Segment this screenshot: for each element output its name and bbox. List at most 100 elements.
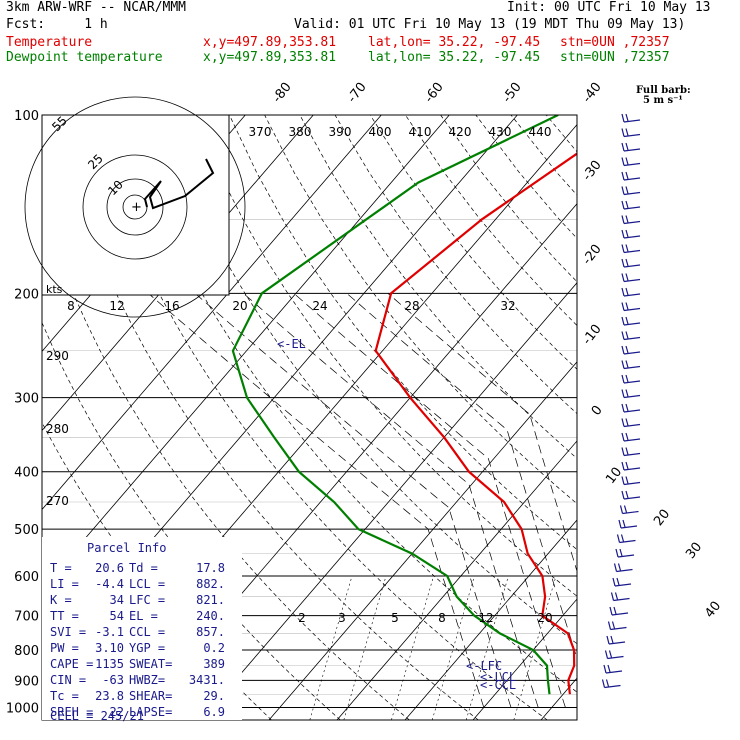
wind-barb-flag [605,679,610,687]
dew-station: stn=0UN ,72357 [560,50,670,65]
parcel-info-cell: SREH = [50,705,93,719]
dry-adiabat [229,115,577,551]
isotherm-label: -40 [580,80,605,106]
dry-adiabat [405,115,577,326]
wind-barb-flag [625,374,629,383]
pressure-tick-label: 900 [14,674,39,689]
theta-label: 400 [369,125,392,139]
barb-legend-line2: 5 m s⁻¹ [643,95,683,106]
parcel-info-title: Parcel Info [87,541,166,555]
mixing-ratio-label: 2 [298,611,306,625]
mixing-ratio-label: 5 [391,611,399,625]
dry-adiabat [510,115,577,196]
wind-barb [623,162,641,167]
parcel-info-cell: CCL = [129,625,165,639]
wind-barb [608,641,626,645]
wind-barb-flag [625,316,629,325]
hodograph-ring [106,178,164,236]
wind-barb-flag [621,186,625,195]
isotherm-label: -30 [580,158,605,184]
parcel-info-cell: 1135 [95,657,124,671]
dry-adiabat [334,115,577,415]
wind-barb-flag [625,331,629,339]
wind-barb-flag [625,244,629,252]
parcel-info-cell: 3431. [189,673,225,687]
wind-barb-flag [621,258,625,268]
theta-label: 410 [409,125,432,139]
isotherm-line [0,115,41,720]
dry-adiabat [123,115,577,693]
parcel-info-cell: SWEAT= [129,657,172,671]
parcel-info-cell: T = [50,561,72,575]
shear-scale-label: 8 [67,299,75,313]
wind-barb-flag [625,345,629,354]
shear-scale-label: 28 [404,299,419,313]
wind-barb-flag [625,418,629,426]
shear-scale-label: 24 [312,299,327,313]
wind-barb [623,409,641,413]
wind-barb [623,394,641,399]
isotherm-line [472,598,577,720]
parcel-info-cell: 54 [110,609,124,623]
theta-label: 440 [529,125,552,139]
wind-barb [623,336,641,341]
wind-barb-flag [607,621,612,630]
wind-barb-flag [620,534,625,542]
wind-barb-flag [625,287,629,296]
parcel-info-cell: TT = [50,609,79,623]
plot-frame [41,114,578,721]
legend-temperature: Temperature [6,35,93,50]
moist-adiabat [148,293,485,708]
wind-barb [610,626,627,631]
parcel-info-cell: 22 [110,705,124,719]
wind-barb-flag [625,461,629,470]
valid-time: Valid: 01 UTC Fri 10 May 13 (19 MDT Thu … [294,17,686,32]
wind-barb [616,568,633,573]
wind-barb-flag [625,128,629,136]
parcel-info-cell: LAPSE= [129,705,172,719]
isotherm-label: -20 [580,242,605,268]
moist-adiabat [346,293,577,660]
wind-barb [623,307,641,312]
isotherm-line [677,115,740,720]
parcel-info-cell: LI = [50,577,79,591]
parcel-info-cell: LFC = [129,593,165,607]
wind-barb-flag [616,577,620,586]
series-line-dewpoint-temperature [231,115,559,695]
parcel-info-box: Parcel Info T = 20.6 Td = 17.8 LI = -4.4 LCL =… [42,537,242,723]
temp-latlon: lat,lon= 35.22, -97.45 [368,35,541,50]
dry-adiabat [617,115,740,720]
shear-scale-label: 12 [109,299,124,313]
mixing-ratio-label: 8 [438,611,446,625]
theta-label: 430 [489,125,512,139]
pressure-tick-label: 400 [14,466,39,481]
wind-barb [604,684,621,689]
dew-latlon: lat,lon= 35.22, -97.45 [368,50,541,65]
isotherm-label: -80 [270,80,295,106]
wind-barb [623,365,641,370]
wind-barb-flag [625,186,629,194]
wind-barb-flag [621,113,625,123]
wind-barb-flag [621,287,625,297]
wind-barb-flag [625,360,629,368]
temp-station: stn=0UN ,72357 [560,35,670,50]
parcel-info-cell: CIN = [50,673,86,687]
wind-barb-flag [625,302,629,310]
parcel-info-cell: Td = [129,561,158,575]
isotherm-line [42,115,450,590]
wind-barb-flag [625,215,629,223]
parcel-info-cell: SVI = [50,625,86,639]
wind-barb-flag [621,171,625,181]
parcel-info-cell: YGP = [129,641,165,655]
wind-barb-flag [619,505,624,514]
wind-barb [611,612,629,616]
isotherm-label: -50 [500,80,525,106]
wind-barb [617,554,635,558]
wind-barb-flag [621,302,625,311]
parcel-info-cell: 857. [196,625,225,639]
parcel-info-cell: 17.8 [196,561,225,575]
wind-barb-flag [621,418,625,427]
parcel-info-cell: -4.4 [95,577,124,591]
wind-barb-flag [621,461,625,471]
parcel-info-cell: 3.10 [95,641,124,655]
